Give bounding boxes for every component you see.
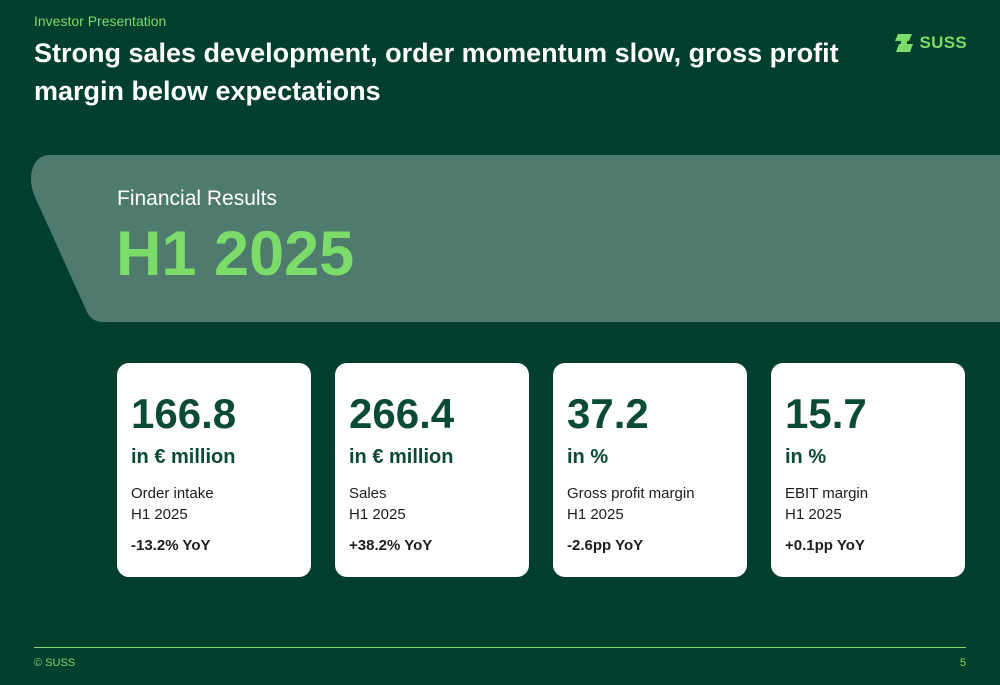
kpi-value: 266.4 [349, 390, 455, 437]
kpi-unit: in % [785, 446, 827, 468]
kpi-cards: 166.8 in € million Order intake H1 2025 … [117, 363, 965, 577]
suss-logo: SUSS [894, 33, 968, 53]
kpi-card-sales: 266.4 in € million Sales H1 2025 +38.2% … [335, 363, 529, 577]
hero-headline: H1 2025 [116, 219, 355, 289]
kpi-label-name: Order intake [131, 485, 214, 502]
footer-copyright: © SUSS [34, 657, 76, 669]
kpi-label: EBIT margin H1 2025 [785, 483, 951, 525]
hero-subtitle: Financial Results [117, 187, 277, 210]
kpi-label-period: H1 2025 [349, 506, 406, 523]
kpi-delta: -13.2% YoY [131, 537, 211, 554]
kpi-label: Order intake H1 2025 [131, 483, 297, 525]
kpi-label-name: Gross profit margin [567, 485, 695, 502]
kpi-card-ebit-margin: 15.7 in % EBIT margin H1 2025 +0.1pp YoY [771, 363, 965, 577]
logo-text: SUSS [919, 33, 967, 52]
page-number: 5 [959, 657, 966, 669]
kpi-unit: in % [567, 446, 609, 468]
slide-title: Strong sales development, order momentum… [34, 38, 839, 106]
kpi-label-period: H1 2025 [131, 506, 188, 523]
kpi-value: 37.2 [567, 390, 649, 437]
kpi-value: 15.7 [785, 390, 867, 437]
suss-logo-icon [894, 34, 913, 52]
kpi-label: Gross profit margin H1 2025 [567, 483, 733, 525]
kpi-label-name: Sales [349, 485, 387, 502]
footer-divider [34, 647, 966, 648]
kpi-label: Sales H1 2025 [349, 483, 515, 525]
kpi-value: 166.8 [131, 390, 237, 437]
kpi-card-order-intake: 166.8 in € million Order intake H1 2025 … [117, 363, 311, 577]
kpi-delta: +38.2% YoY [349, 537, 433, 554]
kpi-label-period: H1 2025 [567, 506, 624, 523]
hero-band [0, 155, 1000, 322]
kpi-delta: -2.6pp YoY [567, 537, 644, 554]
kpi-unit: in € million [131, 446, 236, 468]
kpi-delta: +0.1pp YoY [785, 537, 865, 554]
hero-band-shape [30, 155, 1000, 322]
presentation-kicker: Investor Presentation [34, 13, 167, 29]
kpi-label-name: EBIT margin [785, 485, 869, 502]
kpi-label-period: H1 2025 [785, 506, 842, 523]
kpi-card-gross-profit-margin: 37.2 in % Gross profit margin H1 2025 -2… [553, 363, 747, 577]
kpi-unit: in € million [349, 446, 454, 468]
